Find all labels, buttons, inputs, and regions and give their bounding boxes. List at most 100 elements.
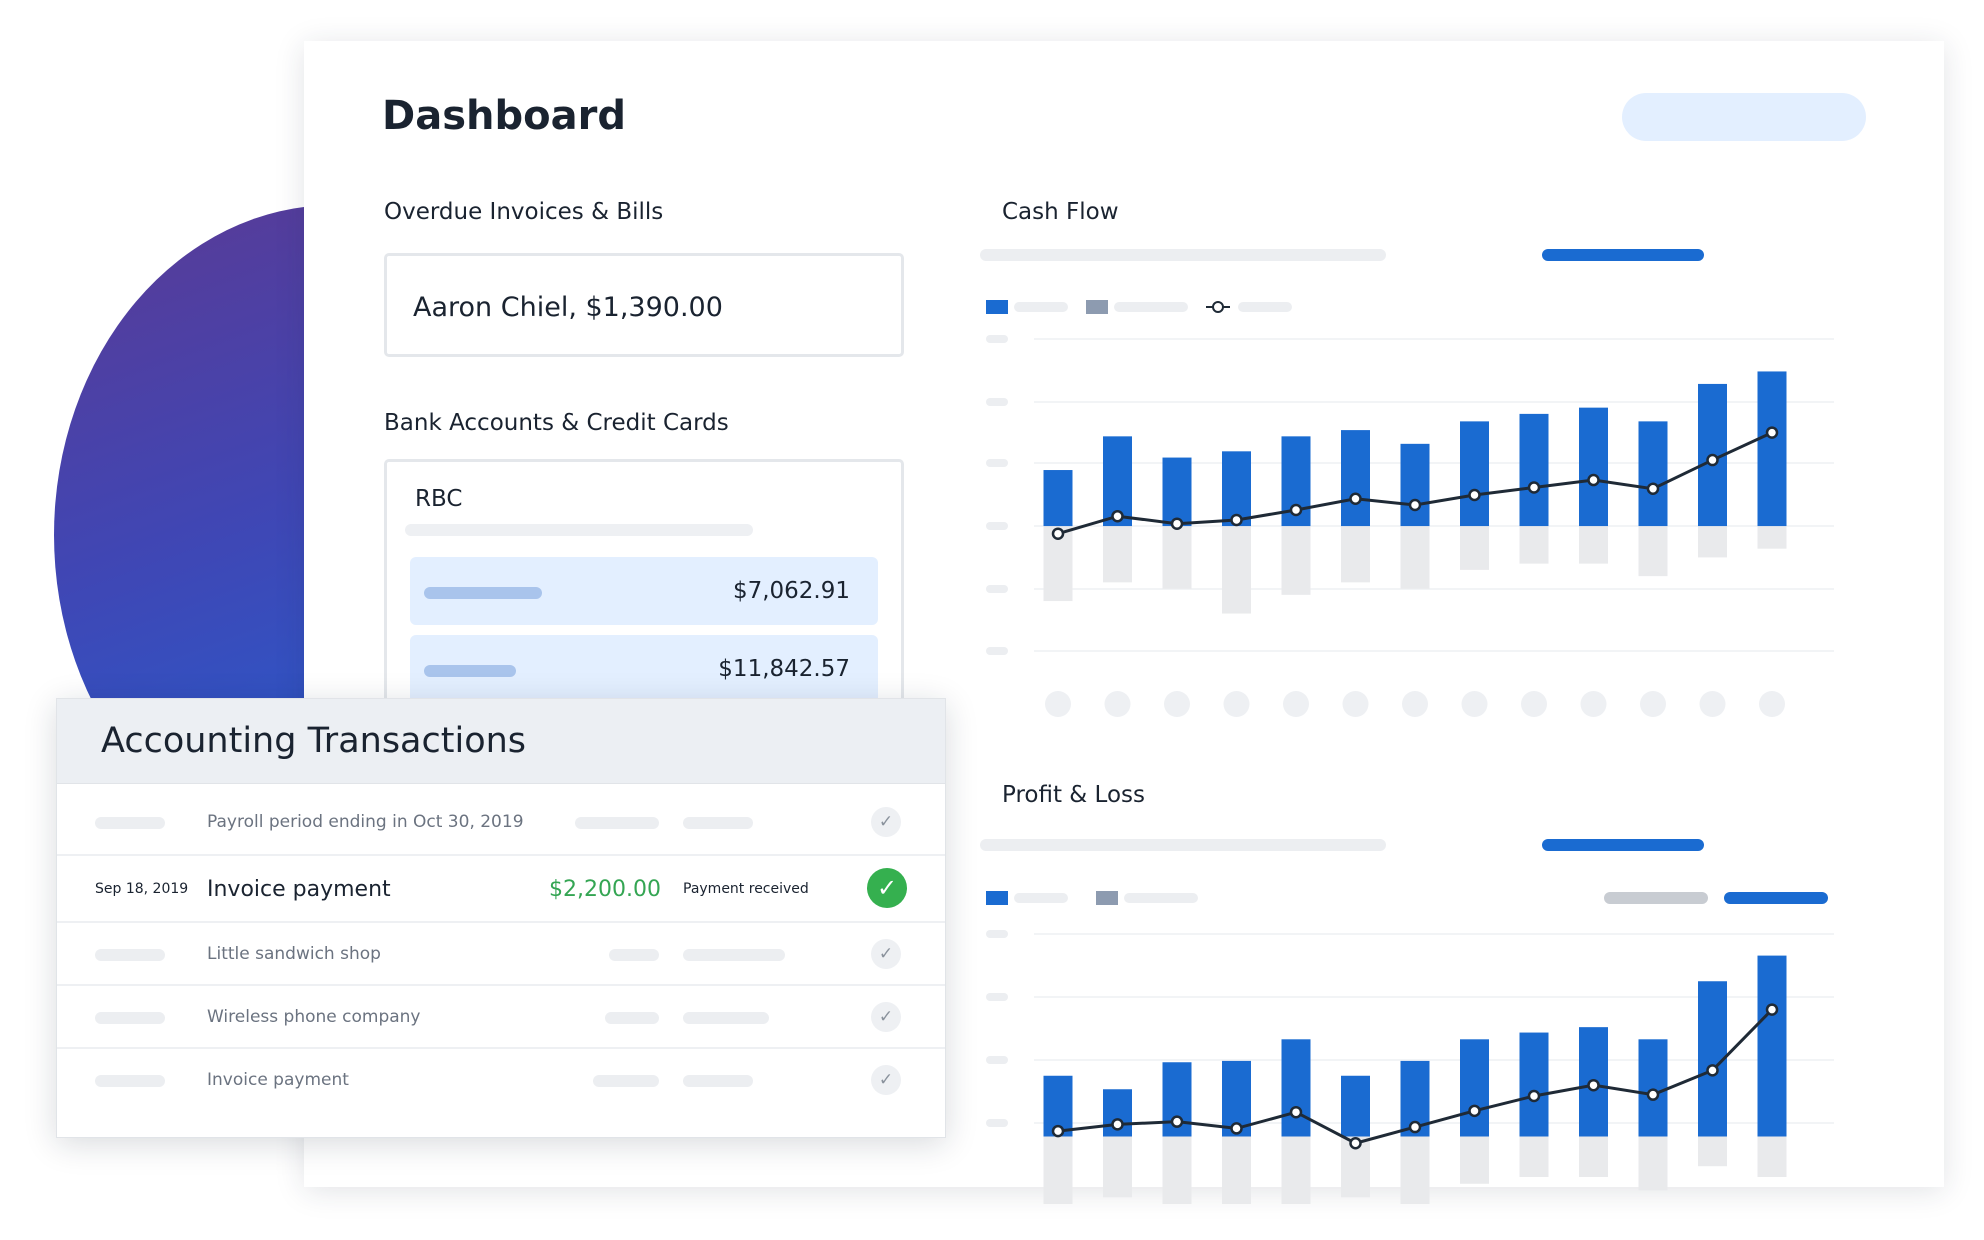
x-tick-placeholder	[1461, 691, 1488, 717]
subtitle-placeholder	[980, 249, 1386, 261]
x-tick-placeholder	[1342, 691, 1369, 717]
x-tick-placeholder	[1402, 691, 1428, 717]
overdue-invoice-card[interactable]: Aaron Chiel, $1,390.00	[384, 253, 904, 357]
overdue-section-title: Overdue Invoices & Bills	[384, 199, 664, 225]
bar-positive	[1043, 470, 1073, 527]
cash-flow-chart	[980, 249, 1834, 717]
line-point	[1646, 482, 1660, 496]
line-point	[1349, 1137, 1362, 1150]
line-point	[1706, 1064, 1719, 1077]
transaction-amount: $2,200.00	[549, 877, 661, 902]
transaction-row[interactable]: Little sandwich shop ✓	[57, 921, 945, 986]
legend-line-marker-point	[1212, 301, 1224, 313]
bar-positive	[1757, 955, 1787, 1137]
legend-label-placeholder	[1014, 893, 1068, 903]
line-point	[1587, 473, 1600, 487]
transaction-status: Payment received	[683, 881, 809, 897]
check-icon[interactable]: ✓	[871, 1002, 901, 1032]
transactions-header: Accounting Transactions	[57, 699, 945, 784]
x-tick-placeholder	[1521, 691, 1547, 717]
legend-label-placeholder	[1124, 893, 1198, 903]
bar-negative	[1698, 526, 1727, 558]
account-row[interactable]: $11,842.57	[410, 635, 878, 703]
x-tick-placeholder	[1104, 691, 1131, 717]
account-name-placeholder	[424, 587, 542, 599]
transaction-date: Sep 18, 2019	[95, 881, 189, 897]
toggle-placeholder	[1604, 892, 1708, 904]
date-placeholder	[95, 817, 165, 829]
y-tick-placeholder	[986, 459, 1008, 467]
transactions-title: Accounting Transactions	[101, 721, 527, 761]
date-placeholder	[95, 949, 165, 961]
bar-positive	[1638, 421, 1668, 527]
line-point	[1170, 517, 1184, 530]
date-placeholder	[95, 1012, 165, 1024]
bar-positive	[1579, 407, 1608, 527]
date-placeholder	[95, 1075, 165, 1087]
bank-section-title: Bank Accounts & Credit Cards	[384, 410, 729, 436]
legend-label-placeholder	[1114, 302, 1188, 312]
line-point	[1468, 488, 1481, 502]
transaction-row[interactable]: Wireless phone company ✓	[57, 984, 945, 1049]
amount-placeholder	[593, 1075, 659, 1087]
check-icon[interactable]: ✓	[871, 807, 901, 837]
x-tick-placeholder	[1223, 691, 1250, 717]
line-point	[1111, 509, 1124, 523]
transaction-row[interactable]: Payroll period ending in Oct 30, 2019 ✓	[57, 791, 945, 854]
transaction-row-highlighted[interactable]: Sep 18, 2019 Invoice payment $2,200.00 P…	[57, 854, 945, 923]
check-icon[interactable]: ✓	[871, 939, 901, 969]
account-name-placeholder	[424, 665, 516, 677]
bar-negative	[1281, 526, 1311, 595]
bar-negative	[1638, 1136, 1668, 1191]
transaction-description: Invoice payment	[207, 1070, 349, 1090]
line-point	[1170, 1115, 1184, 1128]
bar-negative	[1400, 1136, 1430, 1204]
bar-negative	[1757, 1136, 1787, 1177]
line-point	[1765, 426, 1779, 439]
transaction-description: Invoice payment	[207, 877, 391, 902]
x-tick-placeholder	[1164, 691, 1190, 717]
x-tick-placeholder	[1580, 691, 1607, 717]
legend-label-placeholder	[1014, 302, 1068, 312]
account-row[interactable]: $7,062.91	[410, 557, 878, 625]
x-tick-placeholder	[1640, 691, 1666, 717]
legend-swatch-series-1	[986, 891, 1008, 905]
bar-negative	[1519, 1136, 1549, 1177]
line-point	[1646, 1088, 1660, 1101]
bar-positive	[1400, 443, 1430, 527]
x-tick-placeholder	[1283, 691, 1309, 717]
bar-negative	[1579, 1136, 1608, 1177]
transaction-description: Wireless phone company	[207, 1007, 421, 1027]
bar-positive	[1281, 1039, 1311, 1137]
bar-negative	[1222, 526, 1251, 614]
line-point	[1706, 453, 1719, 467]
header-action-placeholder[interactable]	[1622, 93, 1866, 141]
legend-swatch-series-2	[1096, 891, 1118, 905]
status-placeholder	[683, 817, 753, 829]
overdue-invoice-text: Aaron Chiel, $1,390.00	[413, 292, 723, 323]
account-balance: $7,062.91	[732, 578, 850, 604]
x-tick-placeholder	[1045, 691, 1071, 717]
line-point	[1051, 527, 1065, 540]
transaction-row[interactable]: Invoice payment ✓	[57, 1047, 945, 1112]
bar-positive	[1162, 457, 1192, 527]
bar-negative	[1519, 526, 1549, 564]
bar-negative	[1043, 1136, 1073, 1204]
status-placeholder	[683, 1075, 753, 1087]
line-point	[1765, 1003, 1779, 1016]
bar-negative	[1162, 1136, 1192, 1204]
line-point	[1527, 1089, 1541, 1103]
bar-negative	[1460, 526, 1489, 570]
y-tick-placeholder	[986, 647, 1008, 655]
bar-positive	[1519, 413, 1549, 527]
bar-positive	[1341, 1075, 1370, 1137]
check-icon[interactable]: ✓	[871, 1065, 901, 1095]
status-placeholder	[683, 1012, 769, 1024]
y-tick-placeholder	[986, 930, 1008, 938]
transaction-description: Payroll period ending in Oct 30, 2019	[207, 812, 524, 832]
line-point	[1111, 1118, 1124, 1131]
status-placeholder	[683, 949, 785, 961]
y-tick-placeholder	[986, 522, 1008, 530]
bar-positive	[1460, 421, 1489, 527]
check-circle-icon[interactable]: ✓	[867, 868, 907, 908]
